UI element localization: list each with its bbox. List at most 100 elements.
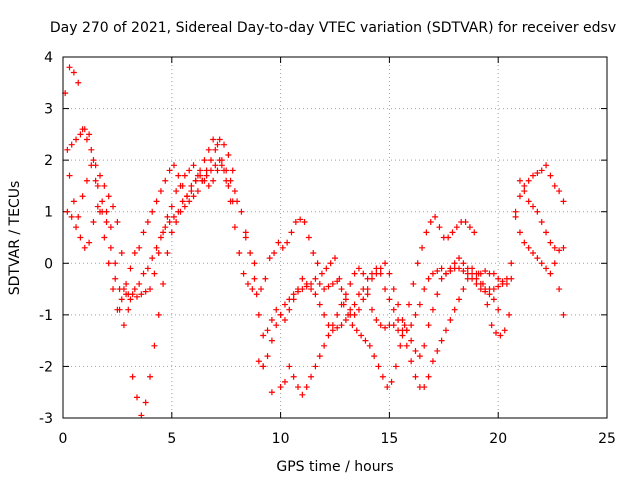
data-point xyxy=(390,286,397,293)
data-point xyxy=(79,193,86,200)
data-point xyxy=(295,286,302,293)
data-point xyxy=(290,296,297,303)
data-point xyxy=(303,280,310,287)
data-point xyxy=(506,311,513,318)
data-point xyxy=(473,275,480,282)
data-point xyxy=(299,275,306,282)
data-point xyxy=(255,311,262,318)
data-point xyxy=(488,322,495,329)
data-point xyxy=(538,260,545,267)
data-point xyxy=(107,244,114,251)
data-point xyxy=(530,249,537,256)
data-point xyxy=(469,265,476,272)
data-point xyxy=(264,353,271,360)
data-point xyxy=(188,182,195,189)
data-point xyxy=(277,384,284,391)
data-point xyxy=(543,162,550,169)
data-point xyxy=(334,324,341,331)
data-point xyxy=(355,265,362,272)
data-point xyxy=(188,188,195,195)
data-point xyxy=(373,265,380,272)
data-point xyxy=(210,177,217,184)
data-point xyxy=(342,291,349,298)
data-point xyxy=(382,324,389,331)
data-point xyxy=(351,270,358,277)
data-point xyxy=(490,270,497,277)
data-point xyxy=(110,286,117,293)
data-point xyxy=(499,278,506,285)
data-point xyxy=(427,219,434,226)
data-point xyxy=(131,286,138,293)
data-point xyxy=(160,280,167,287)
data-point xyxy=(334,278,341,285)
data-point xyxy=(303,384,310,391)
data-point xyxy=(127,265,134,272)
data-point xyxy=(327,260,334,267)
data-point xyxy=(127,296,134,303)
data-point xyxy=(464,275,471,282)
series-2 xyxy=(64,126,567,370)
data-point xyxy=(77,234,84,241)
data-point xyxy=(199,177,206,184)
data-point xyxy=(140,270,147,277)
y-tick-label: 0 xyxy=(44,256,53,272)
data-point xyxy=(105,260,112,267)
data-point xyxy=(382,286,389,293)
data-point xyxy=(201,157,208,164)
data-point xyxy=(101,234,108,241)
data-point xyxy=(556,286,563,293)
data-point xyxy=(353,327,360,334)
data-point xyxy=(534,255,541,262)
data-point xyxy=(466,224,473,231)
data-point xyxy=(321,342,328,349)
data-point xyxy=(429,306,436,313)
data-point xyxy=(94,203,101,210)
data-point xyxy=(231,188,238,195)
data-point xyxy=(338,301,345,308)
data-point xyxy=(118,249,125,256)
data-point xyxy=(395,317,402,324)
data-point xyxy=(316,280,323,287)
data-point xyxy=(123,291,130,298)
data-point xyxy=(203,167,210,174)
data-point xyxy=(90,157,97,164)
data-point xyxy=(447,317,454,324)
data-point xyxy=(214,141,221,148)
data-point xyxy=(508,275,515,282)
data-point xyxy=(168,229,175,236)
data-point xyxy=(168,203,175,210)
data-point xyxy=(512,213,519,220)
data-point xyxy=(242,234,249,241)
data-point xyxy=(292,219,299,226)
data-point xyxy=(210,136,217,143)
data-point xyxy=(70,198,77,205)
y-tick-label: 3 xyxy=(44,102,53,118)
data-point xyxy=(120,286,127,293)
data-point xyxy=(386,270,393,277)
data-point xyxy=(551,244,558,251)
data-point xyxy=(144,219,151,226)
data-point xyxy=(412,311,419,318)
data-point xyxy=(281,317,288,324)
data-point xyxy=(451,260,458,267)
data-point xyxy=(83,136,90,143)
data-point xyxy=(521,182,528,189)
data-point xyxy=(399,327,406,334)
data-point xyxy=(177,182,184,189)
data-point xyxy=(442,327,449,334)
data-point xyxy=(157,188,164,195)
data-point xyxy=(349,322,356,329)
data-point xyxy=(377,270,384,277)
data-point xyxy=(334,311,341,318)
data-point xyxy=(332,255,338,262)
data-point xyxy=(105,193,112,200)
data-point xyxy=(221,141,228,148)
y-tick-label: 2 xyxy=(44,153,53,169)
data-point xyxy=(512,208,519,215)
data-point xyxy=(234,198,241,205)
data-point xyxy=(133,394,140,401)
data-point xyxy=(429,358,436,365)
data-point xyxy=(525,177,532,184)
data-point xyxy=(281,301,288,308)
data-point xyxy=(192,177,199,184)
